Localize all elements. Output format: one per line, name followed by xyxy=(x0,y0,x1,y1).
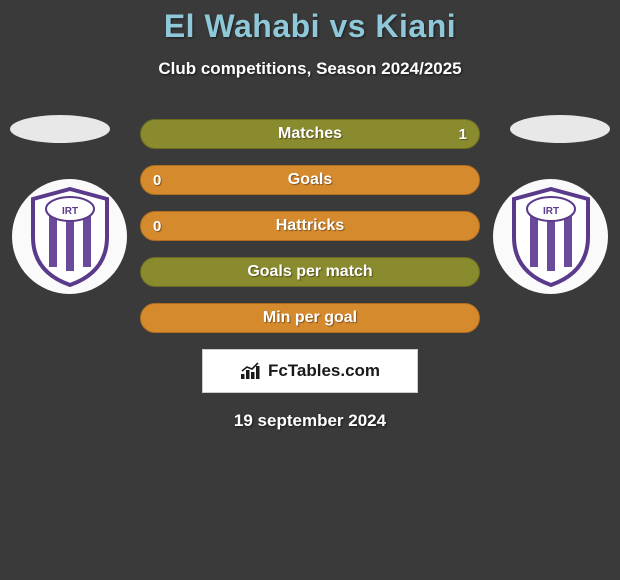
shield-icon: IRT xyxy=(27,187,113,287)
stat-row: Min per goal xyxy=(140,303,480,333)
player-head-right xyxy=(510,115,610,143)
comparison-area: IRT IRT Matches 1 xyxy=(0,119,620,431)
stat-label: Hattricks xyxy=(276,217,344,235)
stat-value-right: 1 xyxy=(459,126,467,143)
club-badge-left: IRT xyxy=(12,179,127,294)
stat-value-left: 0 xyxy=(153,172,161,189)
season-subtitle: Club competitions, Season 2024/2025 xyxy=(0,59,620,79)
brand-box[interactable]: FcTables.com xyxy=(202,349,418,393)
stat-row: Matches 1 xyxy=(140,119,480,149)
player-head-left xyxy=(10,115,110,143)
shield-icon: IRT xyxy=(508,187,594,287)
stat-row: 0 Hattricks xyxy=(140,211,480,241)
stat-value-left: 0 xyxy=(153,218,161,235)
stat-row: Goals per match xyxy=(140,257,480,287)
club-badge-right: IRT xyxy=(493,179,608,294)
stat-label: Goals per match xyxy=(247,263,372,281)
stat-row: 0 Goals xyxy=(140,165,480,195)
stat-label: Min per goal xyxy=(263,309,357,327)
page-title: El Wahabi vs Kiani xyxy=(0,8,620,45)
stats-list: Matches 1 0 Goals 0 Hattricks Goals per … xyxy=(140,119,480,333)
brand-label: FcTables.com xyxy=(268,361,380,381)
widget-container: El Wahabi vs Kiani Club competitions, Se… xyxy=(0,0,620,431)
stat-label: Goals xyxy=(288,171,332,189)
svg-text:IRT: IRT xyxy=(61,206,77,217)
date-label: 19 september 2024 xyxy=(0,411,620,431)
stat-label: Matches xyxy=(278,125,342,143)
chart-icon xyxy=(240,362,262,380)
svg-text:IRT: IRT xyxy=(542,206,558,217)
